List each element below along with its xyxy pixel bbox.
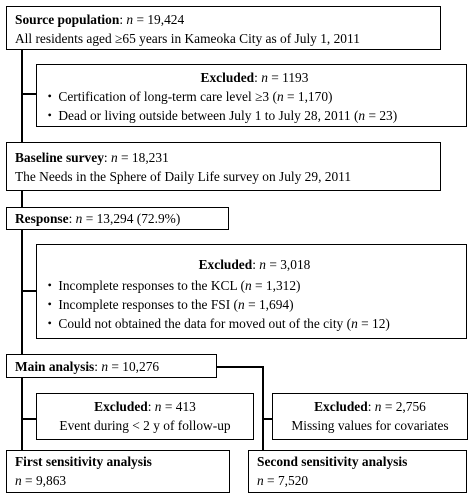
excluded-3-label: Excluded xyxy=(94,399,148,414)
connector-to-excluded4 xyxy=(262,418,272,420)
first-sensitivity-box: First sensitivity analysis n = 9,863 xyxy=(6,450,230,493)
n-symbol: n xyxy=(351,316,358,331)
connector-main-first xyxy=(21,378,23,450)
item-text: Incomplete responses to the FSI ( xyxy=(58,297,239,312)
excluded-1-item: Dead or living outside between July 1 to… xyxy=(43,106,466,125)
baseline-survey-box: Baseline survey: n = 18,231 The Needs in… xyxy=(6,142,441,191)
n-symbol: n xyxy=(15,473,22,488)
connector-main-branch xyxy=(217,366,263,368)
connector-to-excluded3 xyxy=(21,418,36,420)
second-sensitivity-label: Second sensitivity analysis xyxy=(257,452,466,471)
excluded-3-heading: Excluded: n = 413 xyxy=(37,397,253,416)
n-symbol: n xyxy=(257,473,264,488)
response-count: = 13,294 (72.9%) xyxy=(82,211,181,226)
n-symbol: n xyxy=(358,108,366,123)
n-symbol: n xyxy=(276,89,284,104)
n-symbol: n xyxy=(261,70,268,85)
excluded-2-item: Could not obtained the data for moved ou… xyxy=(43,314,466,333)
second-sensitivity-count: n = 7,520 xyxy=(257,471,466,490)
excluded-2-heading: Excluded: n = 3,018 xyxy=(43,255,466,274)
count-text: = 9,863 xyxy=(21,473,67,488)
separator: : xyxy=(119,12,127,27)
main-analysis-count: = 10,276 xyxy=(108,359,160,374)
response-heading: Response: n = 13,294 (72.9%) xyxy=(15,209,228,228)
n-symbol: n xyxy=(110,150,118,165)
separator: : xyxy=(94,359,102,374)
separator: : xyxy=(68,211,76,226)
n-symbol: n xyxy=(101,359,109,374)
main-analysis-label: Main analysis xyxy=(15,359,95,374)
connector-to-excluded2 xyxy=(21,290,36,292)
excluded-box-3: Excluded: n = 413 Event during < 2 y of … xyxy=(36,393,254,440)
baseline-survey-label: Baseline survey xyxy=(15,150,104,165)
n-symbol: n xyxy=(154,399,162,414)
item-count: = 23) xyxy=(365,108,398,123)
excluded-1-label: Excluded xyxy=(200,70,255,85)
second-sensitivity-box: Second sensitivity analysis n = 7,520 xyxy=(248,450,467,493)
separator: : xyxy=(254,70,262,85)
item-text: Certification of long-term care level ≥3… xyxy=(58,89,277,104)
count-text: = 7,520 xyxy=(263,473,309,488)
connector-baseline-response xyxy=(21,191,23,207)
first-sensitivity-count: n = 9,863 xyxy=(15,471,229,490)
excluded-4-heading: Excluded: n = 2,756 xyxy=(273,397,467,416)
main-analysis-heading: Main analysis: n = 10,276 xyxy=(15,357,216,376)
item-text: Incomplete responses to the KCL ( xyxy=(58,278,245,293)
n-symbol: n xyxy=(75,211,83,226)
baseline-survey-heading: Baseline survey: n = 18,231 xyxy=(15,148,440,167)
excluded-4-label: Excluded xyxy=(314,399,368,414)
label-text: First sensitivity analysis xyxy=(15,454,152,469)
connector-branch-second xyxy=(262,366,264,450)
excluded-3-description: Event during < 2 y of follow-up xyxy=(59,418,231,433)
excluded-1-count: = 1193 xyxy=(267,70,309,85)
response-box: Response: n = 13,294 (72.9%) xyxy=(6,207,229,230)
source-population-box: Source population: n = 19,424 All reside… xyxy=(6,6,441,50)
response-label: Response xyxy=(15,211,69,226)
source-population-count: = 19,424 xyxy=(133,12,185,27)
excluded-1-item: Certification of long-term care level ≥3… xyxy=(43,87,466,106)
n-symbol: n xyxy=(244,278,252,293)
main-analysis-box: Main analysis: n = 10,276 xyxy=(6,354,217,378)
item-count: = 1,170) xyxy=(283,89,333,104)
item-count: = 1,312) xyxy=(251,278,301,293)
separator: : xyxy=(103,150,111,165)
n-symbol: n xyxy=(259,257,266,272)
label-text: Second sensitivity analysis xyxy=(257,454,408,469)
excluded-2-item: Incomplete responses to the FSI (n = 1,6… xyxy=(43,295,466,314)
item-text: Dead or living outside between July 1 to… xyxy=(58,108,359,123)
connector-to-excluded1 xyxy=(21,93,36,95)
excluded-1-heading: Excluded: n = 1193 xyxy=(43,68,466,87)
excluded-box-4: Excluded: n = 2,756 Missing values for c… xyxy=(272,393,468,440)
n-symbol: n xyxy=(374,399,382,414)
excluded-4-description: Missing values for covariates xyxy=(291,418,449,433)
n-symbol: n xyxy=(126,12,134,27)
excluded-box-1: Excluded: n = 1193 Certification of long… xyxy=(36,64,467,127)
item-count: = 12) xyxy=(357,316,390,331)
excluded-3-count: = 413 xyxy=(161,399,196,414)
excluded-2-item: Incomplete responses to the KCL (n = 1,3… xyxy=(43,276,466,295)
first-sensitivity-label: First sensitivity analysis xyxy=(15,452,229,471)
source-population-label: Source population xyxy=(15,12,120,27)
baseline-survey-description: The Needs in the Sphere of Daily Life su… xyxy=(15,169,352,184)
excluded-box-2: Excluded: n = 3,018 Incomplete responses… xyxy=(36,244,467,339)
separator: : xyxy=(147,399,155,414)
baseline-survey-count: = 18,231 xyxy=(117,150,169,165)
excluded-4-count: = 2,756 xyxy=(381,399,426,414)
excluded-2-label: Excluded xyxy=(198,257,253,272)
item-text: Could not obtained the data for moved ou… xyxy=(58,316,352,331)
connector-source-baseline xyxy=(21,50,23,142)
separator: : xyxy=(367,399,375,414)
source-population-heading: Source population: n = 19,424 xyxy=(15,10,440,29)
item-count: = 1,694) xyxy=(244,297,294,312)
source-population-description: All residents aged ≥65 years in Kameoka … xyxy=(15,31,360,46)
excluded-2-count: = 3,018 xyxy=(265,257,311,272)
n-symbol: n xyxy=(238,297,245,312)
separator: : xyxy=(252,257,260,272)
connector-response-main xyxy=(21,230,23,354)
